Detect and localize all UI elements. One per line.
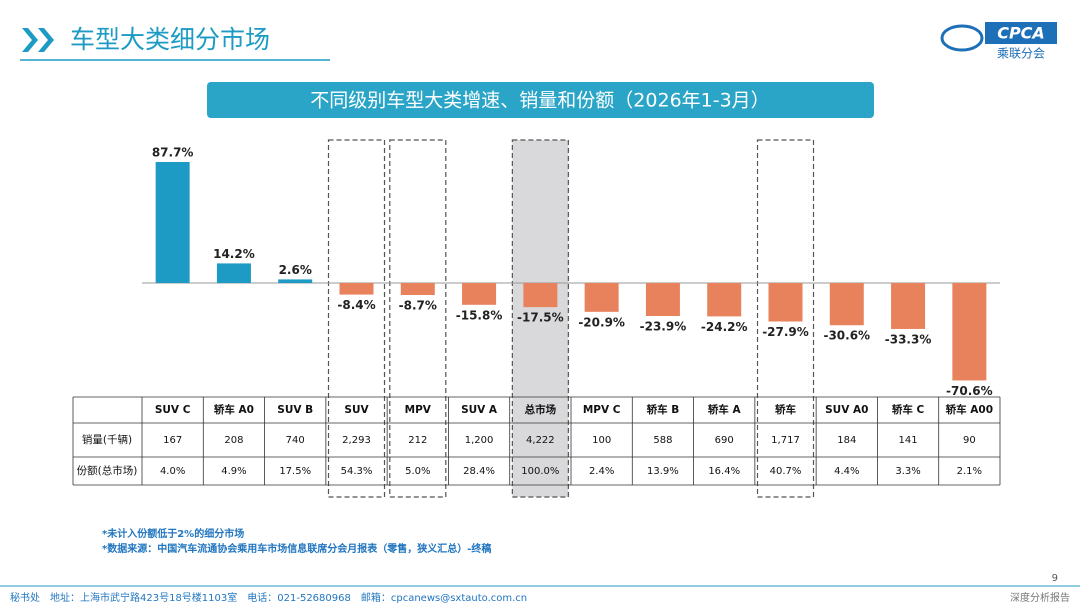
bar bbox=[278, 279, 313, 283]
table-cell: 5.0% bbox=[405, 466, 430, 477]
bar bbox=[523, 283, 558, 308]
logo-text: CPCA bbox=[997, 24, 1045, 43]
table-cell: 1,200 bbox=[465, 435, 494, 446]
bar bbox=[768, 283, 803, 322]
highlight-box bbox=[327, 139, 386, 498]
bar bbox=[891, 283, 926, 329]
table-cell: 141 bbox=[899, 435, 918, 446]
footer-report: 深度分析报告 bbox=[1010, 591, 1070, 604]
table-cell: 3.3% bbox=[895, 466, 920, 477]
bar bbox=[339, 283, 374, 295]
table-cell: 208 bbox=[224, 435, 243, 446]
table-header: 轿车 bbox=[775, 403, 796, 416]
table-cell: 212 bbox=[408, 435, 427, 446]
bar bbox=[584, 283, 619, 312]
value-label: -15.8% bbox=[456, 308, 503, 322]
highlight-box bbox=[389, 139, 447, 498]
bar bbox=[155, 161, 190, 283]
row-label: 份额(总市场) bbox=[77, 464, 138, 477]
table-cell: 54.3% bbox=[341, 466, 373, 477]
table-cell: 16.4% bbox=[708, 466, 740, 477]
table-cell: 4.0% bbox=[160, 466, 185, 477]
bar bbox=[216, 263, 251, 283]
table-header: SUV bbox=[344, 404, 369, 416]
value-label: 87.7% bbox=[152, 145, 194, 159]
value-label: -70.6% bbox=[946, 384, 993, 398]
note: *未计入份额低于2%的细分市场 bbox=[102, 527, 244, 540]
bar bbox=[462, 283, 497, 305]
value-label: -17.5% bbox=[517, 311, 564, 325]
logo-sub: 乘联分会 bbox=[997, 47, 1045, 61]
value-label: -20.9% bbox=[578, 315, 625, 329]
table-cell: 2.1% bbox=[957, 466, 982, 477]
table-cell: 13.9% bbox=[647, 466, 679, 477]
table-header: SUV C bbox=[155, 404, 191, 416]
shaded-column bbox=[512, 140, 569, 497]
table-header: MPV bbox=[405, 404, 432, 416]
table-cell: 17.5% bbox=[279, 466, 311, 477]
table-cell: 90 bbox=[963, 435, 976, 446]
bar bbox=[829, 283, 864, 326]
table-cell: 100.0% bbox=[521, 466, 559, 477]
table-cell: 1,717 bbox=[771, 435, 800, 446]
footer-address: 秘书处 地址：上海市武宁路423号18号楼1103室 电话：021-526809… bbox=[10, 591, 527, 604]
table-cell: 167 bbox=[163, 435, 182, 446]
page-number: 9 bbox=[1052, 573, 1058, 584]
table-cell: 4.9% bbox=[221, 466, 246, 477]
table-cell: 690 bbox=[715, 435, 734, 446]
value-label: -8.4% bbox=[337, 298, 375, 312]
subtitle-box bbox=[207, 82, 874, 118]
table-header: SUV A bbox=[461, 404, 498, 416]
row-label: 销量(千辆) bbox=[82, 433, 132, 446]
bar bbox=[645, 283, 680, 316]
table-header: 总市场 bbox=[525, 403, 557, 416]
chart-title: 不同级别车型大类增速、销量和份额（2026年1-3月） bbox=[310, 90, 769, 112]
table-cell: 2,293 bbox=[342, 435, 371, 446]
table-header: SUV B bbox=[277, 404, 313, 416]
table-cell: 100 bbox=[592, 435, 611, 446]
table-header: 轿车 A0 bbox=[214, 403, 254, 416]
value-label: -27.9% bbox=[762, 325, 809, 339]
note: *数据来源：中国汽车流通协会乘用车市场信息联席分会月报表（零售，狭义汇总）-终稿 bbox=[102, 542, 491, 555]
value-label: -30.6% bbox=[823, 329, 870, 343]
bar bbox=[952, 283, 987, 381]
table-header: 轿车 B bbox=[647, 403, 680, 416]
chart: 87.7% 14.2% 2.6% -8.4% -8.7% -15.8% -17.5% -20.… bbox=[72, 139, 1001, 498]
value-label: -33.3% bbox=[885, 332, 932, 346]
value-label: -24.2% bbox=[701, 320, 748, 334]
table-header: SUV A0 bbox=[825, 404, 868, 416]
table-cell: 4,222 bbox=[526, 435, 555, 446]
bar bbox=[400, 283, 435, 296]
table-header: 轿车 A bbox=[708, 403, 742, 416]
table-header: MPV C bbox=[583, 404, 621, 416]
table-cell: 588 bbox=[653, 435, 672, 446]
bar bbox=[707, 283, 742, 317]
value-label: -23.9% bbox=[640, 319, 687, 333]
table-cell: 4.4% bbox=[834, 466, 859, 477]
table-cell: 2.4% bbox=[589, 466, 614, 477]
highlight-box bbox=[756, 139, 815, 498]
value-label: 2.6% bbox=[279, 263, 312, 277]
title-icon bbox=[22, 28, 54, 52]
table-cell: 28.4% bbox=[463, 466, 495, 477]
table-header: 轿车 A00 bbox=[946, 403, 993, 416]
table-header: 轿车 C bbox=[892, 403, 925, 416]
table-cell: 40.7% bbox=[770, 466, 802, 477]
logo-mark bbox=[940, 24, 984, 52]
table-cell: 184 bbox=[837, 435, 856, 446]
logo-box bbox=[985, 22, 1057, 44]
highlight-box bbox=[511, 139, 569, 498]
value-label: -8.7% bbox=[399, 299, 437, 313]
page-title: 车型大类细分市场 bbox=[70, 25, 270, 54]
value-label: 14.2% bbox=[213, 247, 255, 261]
table-cell: 740 bbox=[286, 435, 305, 446]
